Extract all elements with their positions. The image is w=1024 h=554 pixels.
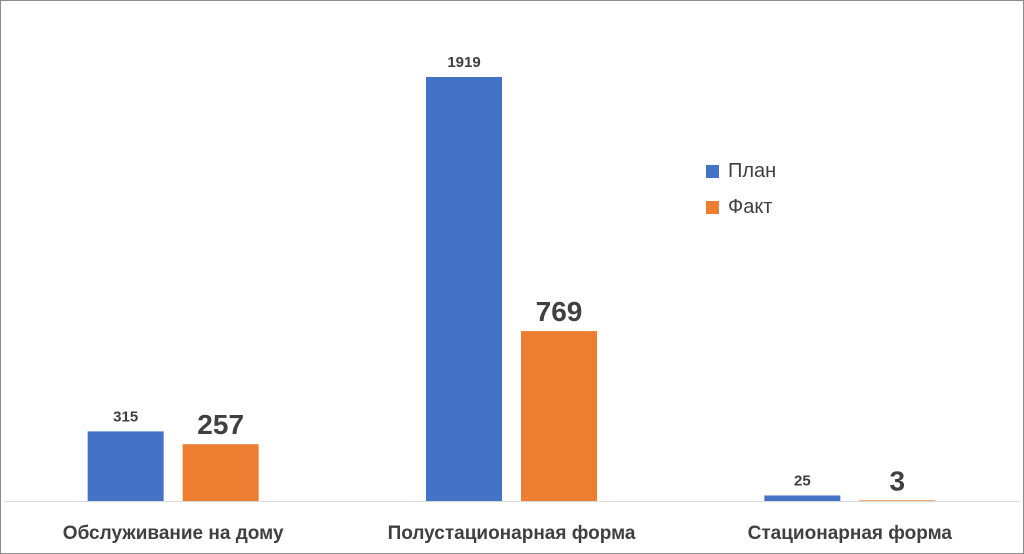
bar-fact-home bbox=[182, 444, 259, 501]
bar-fact-semi bbox=[521, 331, 597, 501]
data-label-fact-stationary: 3 bbox=[890, 465, 906, 496]
legend-label-fact: Факт bbox=[728, 195, 773, 218]
data-label-plan-stationary: 25 bbox=[794, 472, 811, 489]
legend-item-plan: План bbox=[706, 153, 776, 189]
legend-swatch-fact bbox=[706, 200, 719, 214]
bar-plan-semi bbox=[426, 77, 502, 501]
data-label-fact-semi: 769 bbox=[536, 296, 583, 327]
category-label-home: Обслуживание на дому bbox=[63, 523, 284, 544]
data-label-plan-home: 315 bbox=[113, 408, 138, 425]
legend-label-plan: План bbox=[728, 159, 777, 182]
data-label-plan-semi: 1919 bbox=[447, 54, 480, 71]
legend-item-fact: Факт bbox=[706, 189, 776, 225]
category-label-stationary: Стационарная форма bbox=[748, 523, 953, 544]
bar-plan-home bbox=[87, 431, 164, 501]
bar-plan-stationary bbox=[764, 495, 841, 501]
bar-fact-stationary bbox=[859, 500, 936, 501]
category-label-semi: Полустационарная форма bbox=[388, 523, 636, 544]
legend-swatch-plan bbox=[706, 164, 719, 178]
legend: План Факт bbox=[706, 153, 776, 225]
data-label-fact-home: 257 bbox=[197, 409, 244, 440]
